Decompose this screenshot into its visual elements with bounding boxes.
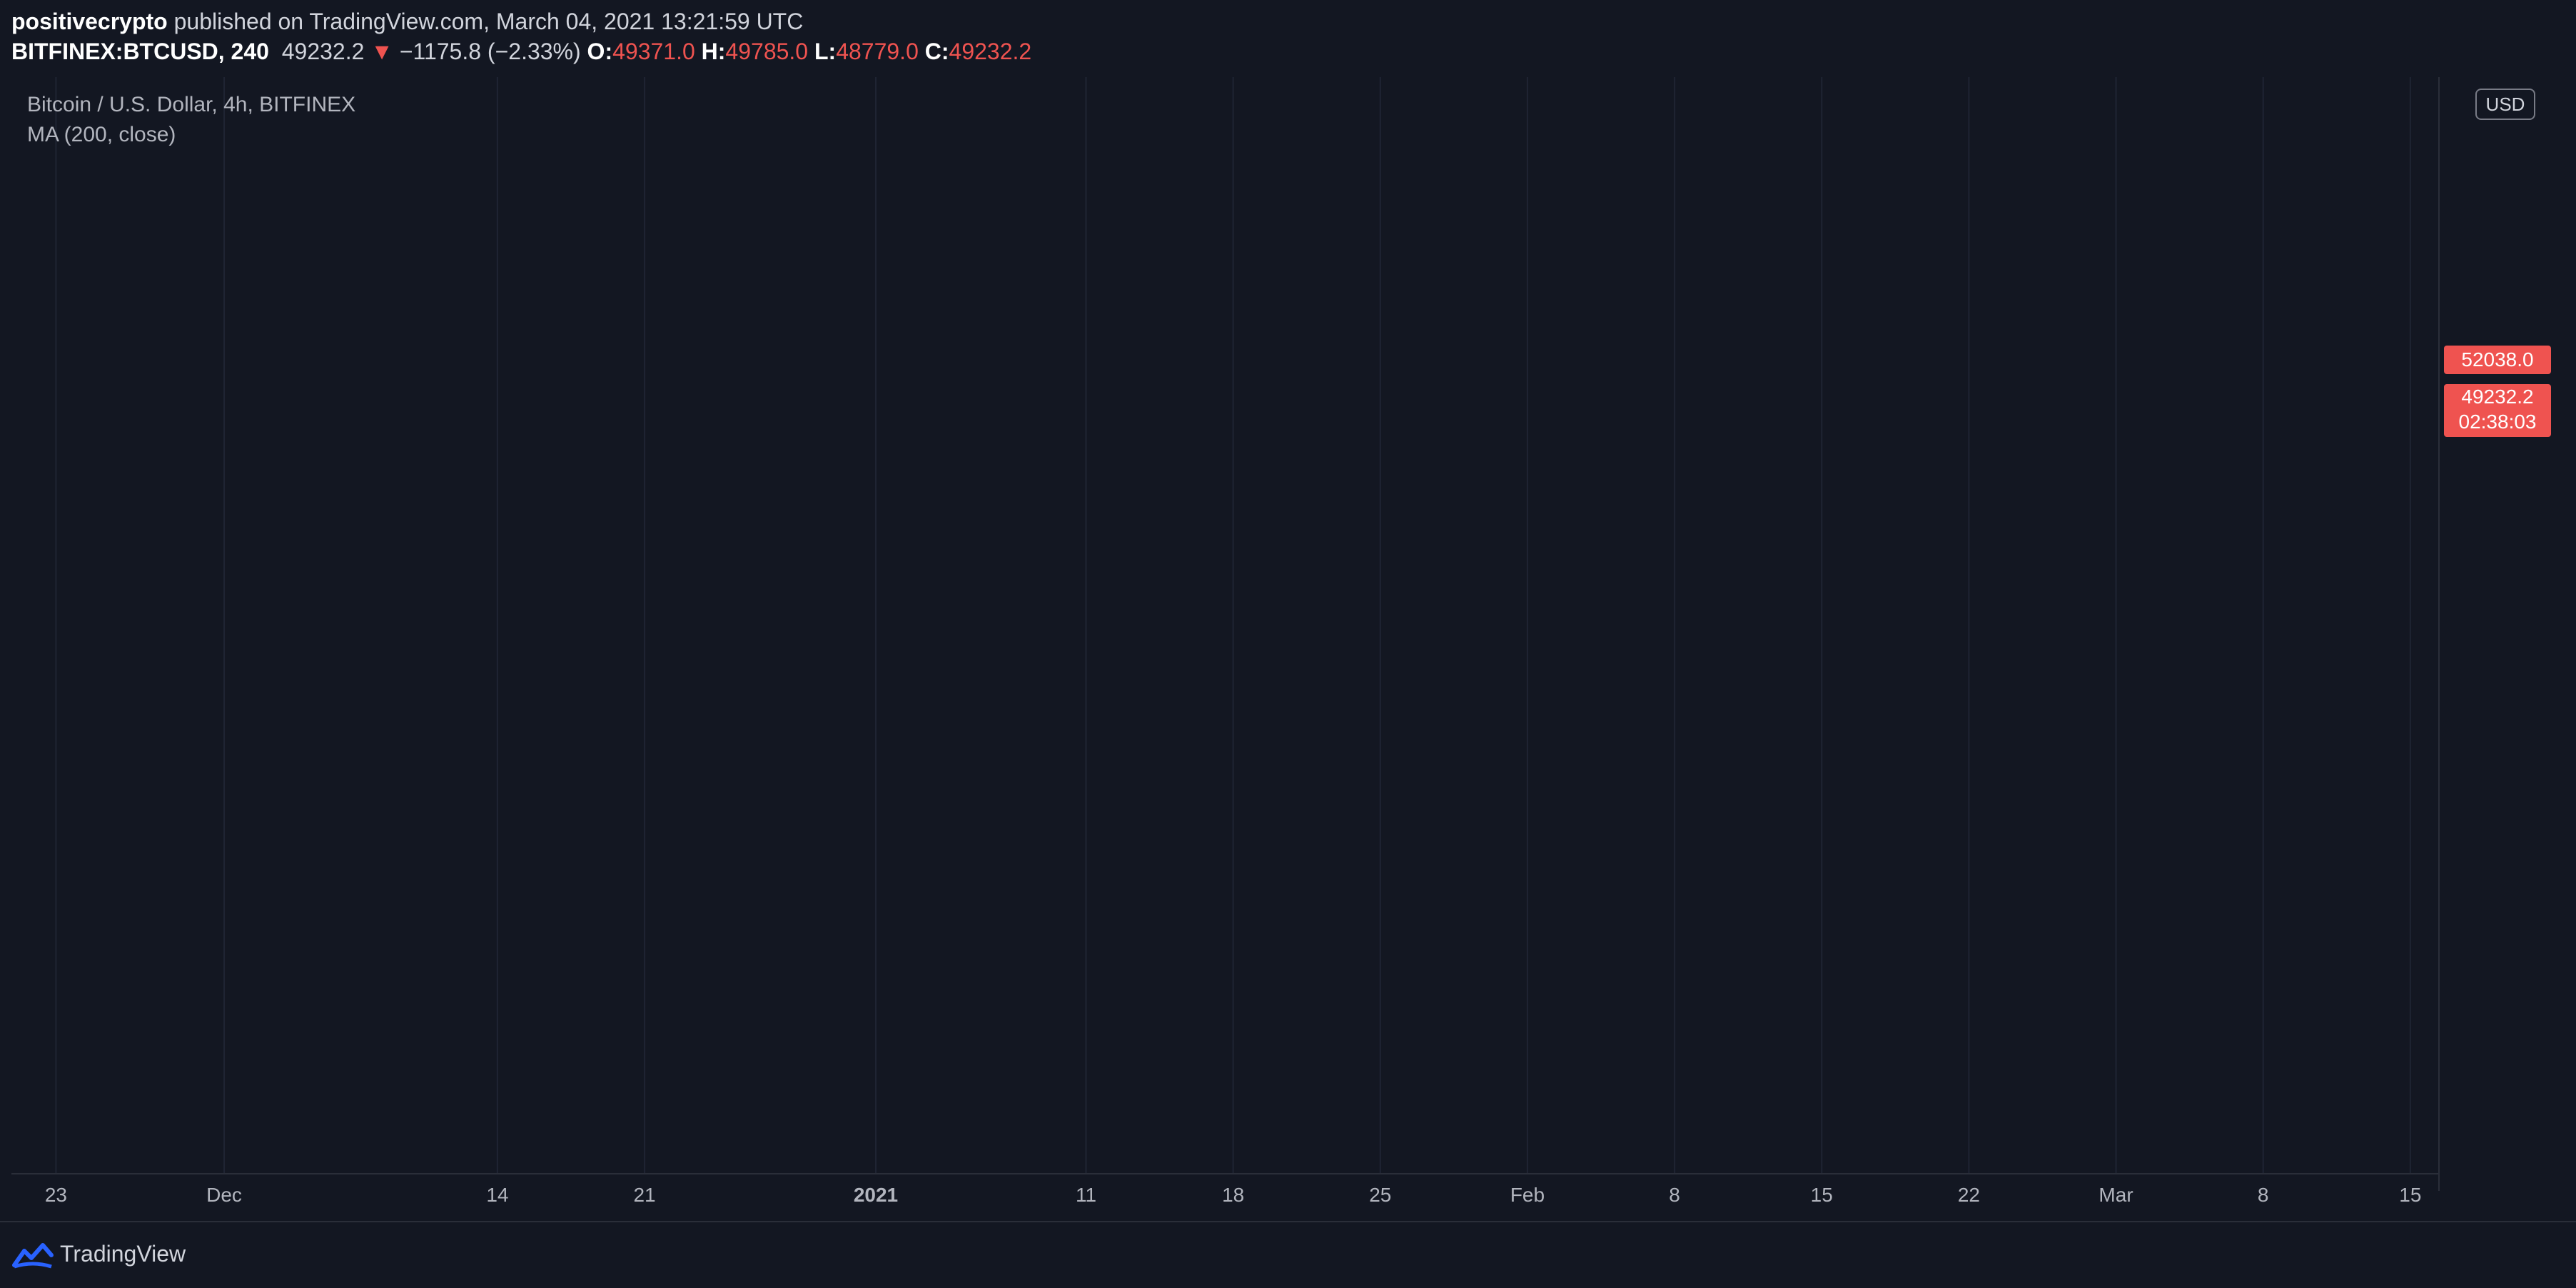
x-tick-label: 25 [1369, 1184, 1391, 1206]
symbol-label[interactable]: BITFINEX:BTCUSD, 240 [11, 39, 269, 64]
close-label: C: [924, 39, 949, 64]
tradingview-brand[interactable]: TradingView [60, 1241, 186, 1267]
x-tick-label: 15 [2399, 1184, 2421, 1206]
open-label: O: [587, 39, 613, 64]
price-tag-high-line: 52038.0 [2444, 346, 2551, 374]
price-tag-last: 49232.2 02:38:03 [2444, 384, 2551, 437]
publish-line: positivecrypto published on TradingView.… [11, 9, 803, 35]
x-tick-label: Mar [2098, 1184, 2133, 1206]
series-title[interactable]: Bitcoin / U.S. Dollar, 4h, BITFINEX [27, 93, 356, 116]
tradingview-logo-icon[interactable] [11, 1241, 54, 1269]
currency-badge[interactable]: USD [2475, 89, 2535, 120]
chart-header: positivecrypto published on TradingView.… [0, 0, 2576, 74]
x-tick-label: 2021 [854, 1184, 898, 1206]
x-tick-label: Dec [206, 1184, 242, 1206]
x-tick-label: 11 [1076, 1184, 1096, 1206]
last-price-tag-value: 49232.2 [2461, 386, 2534, 408]
down-arrow-icon: ▼ [370, 39, 393, 64]
quote-line: BITFINEX:BTCUSD, 240 49232.2 ▼ −1175.8 (… [11, 39, 1031, 65]
x-tick-label: 14 [486, 1184, 508, 1206]
high-label: H: [701, 39, 726, 64]
x-tick-label: 22 [1958, 1184, 1980, 1206]
price-chart[interactable]: 1.618(70426.4)1(54573.5)0.786(49084.0)0.… [11, 77, 2438, 1219]
low-label: L: [814, 39, 837, 64]
x-tick-label: 21 [633, 1184, 655, 1206]
x-tick-label: 15 [1811, 1184, 1833, 1206]
footer-bar: TradingView [0, 1221, 2576, 1288]
countdown-tag-value: 02:38:03 [2458, 411, 2537, 433]
x-tick-label: 18 [1222, 1184, 1244, 1206]
chart-pane[interactable]: 1.618(70426.4)1(54573.5)0.786(49084.0)0.… [11, 77, 2440, 1206]
x-tick-label: 8 [2258, 1184, 2269, 1206]
open-value: 49371.0 [612, 39, 695, 64]
price-change: −1175.8 (−2.33%) [399, 39, 581, 64]
x-tick-label: Feb [1510, 1184, 1545, 1206]
x-tick-label: 23 [45, 1184, 67, 1206]
indicator-title[interactable]: MA (200, close) [27, 123, 176, 146]
high-value: 49785.0 [725, 39, 809, 64]
publish-info: published on TradingView.com, March 04, … [167, 9, 804, 34]
last-price: 49232.2 [281, 39, 365, 64]
low-value: 48779.0 [836, 39, 919, 64]
x-tick-label: 8 [1669, 1184, 1680, 1206]
close-value: 49232.2 [949, 39, 1032, 64]
chart-legend: Bitcoin / U.S. Dollar, 4h, BITFINEX MA (… [27, 93, 355, 153]
author-name[interactable]: positivecrypto [11, 9, 168, 34]
